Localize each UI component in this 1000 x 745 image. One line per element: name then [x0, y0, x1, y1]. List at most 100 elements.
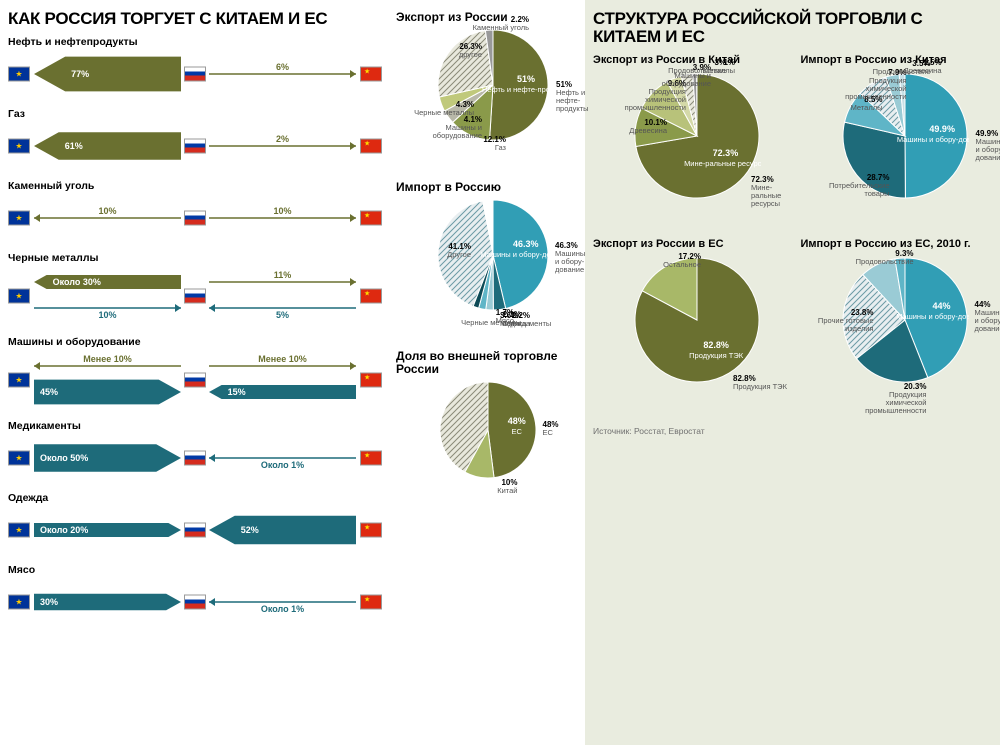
svg-text:5%: 5%	[276, 310, 289, 320]
flow-row: Одежда ★ ★ Около 20% 52%	[8, 492, 382, 554]
flow-row: Нефть и нефтепродукты ★ ★ 77% 6%	[8, 36, 382, 98]
flow-graphic: ★ ★ Менее 10% Менее 10% 45% 15%	[8, 350, 382, 410]
svg-text:Около 50%: Около 50%	[40, 453, 88, 463]
svg-text:Менее 10%: Менее 10%	[258, 354, 306, 364]
svg-text:82.8%: 82.8%	[703, 340, 729, 350]
flow-row: Каменный уголь ★ ★ 10% 10%	[8, 180, 382, 242]
right-col-right: Импорт в Россию из Китая 49.9%Машины и о…	[801, 54, 1000, 422]
svg-text:Нефть и нефте-продукты: Нефть и нефте-продукты	[482, 85, 550, 94]
svg-text:Машины и обору-дование: Машины и обору-дование	[896, 135, 968, 144]
right-col-left: Экспорт из России в Китай 72.3%Мине-раль…	[593, 54, 793, 422]
pie-slice-label: 41.1%Другое	[447, 243, 471, 259]
svg-text:2%: 2%	[276, 134, 289, 144]
left-panel: КАК РОССИЯ ТОРГУЕТ С КИТАЕМ И ЕС Нефть и…	[0, 0, 390, 745]
svg-text:Около 1%: Около 1%	[261, 604, 304, 614]
flow-label: Каменный уголь	[8, 180, 382, 192]
flow-row: Черные металлы ★ ★ Около 30% 11% 10% 5%	[8, 252, 382, 326]
pie-r3: 44%Машины и обору-дование 44%Машины и обо…	[801, 256, 1000, 414]
svg-text:Около 30%: Около 30%	[53, 277, 101, 287]
pie-slice-label: 1.7%Мясо	[496, 309, 514, 325]
flow-graphic: ★ ★ Около 20% 52%	[8, 506, 382, 554]
pie-slice-label: 17.2%Остальное	[663, 253, 701, 269]
flow-graphic: ★ ★ Около 50% Около 1%	[8, 434, 382, 482]
svg-text:44%: 44%	[932, 301, 950, 311]
flow-label: Нефть и нефтепродукты	[8, 36, 382, 48]
pie-slice-label: 12.1%Газ	[483, 136, 506, 152]
infographic-container: КАК РОССИЯ ТОРГУЕТ С КИТАЕМ И ЕС Нефть и…	[0, 0, 1000, 745]
svg-text:51%: 51%	[517, 74, 535, 84]
flow-rows: Нефть и нефтепродукты ★ ★ 77% 6% Газ ★ ★…	[8, 36, 382, 626]
svg-text:6%: 6%	[276, 62, 289, 72]
svg-text:ЕС: ЕС	[511, 428, 522, 437]
svg-text:61%: 61%	[65, 141, 83, 151]
svg-text:30%: 30%	[40, 597, 58, 607]
pie-slice-label: 44%Машины и обору-дование	[975, 301, 1000, 333]
pie-slice-label: 48%ЕС	[543, 421, 559, 437]
pie-svg: 82.8%Продукция ТЭК	[633, 256, 761, 384]
svg-text:Менее 10%: Менее 10%	[83, 354, 131, 364]
flow-graphic: ★ ★ 30% Около 1%	[8, 578, 382, 626]
flow-label: Одежда	[8, 492, 382, 504]
pie-export: 51%Нефть и нефте-продукты 51%Нефть и нефт…	[396, 28, 590, 172]
center-panel: Экспорт из России 51%Нефть и нефте-проду…	[390, 0, 585, 745]
pie-svg: 48%ЕС	[438, 380, 538, 480]
svg-text:77%: 77%	[71, 69, 89, 79]
flow-graphic: ★ ★ 61% 2%	[8, 122, 382, 170]
pie-import: 46.3%Машины и обору-дование 46.3%Машины и…	[396, 198, 590, 342]
svg-text:Машины и обору-дование: Машины и обору-дование	[480, 250, 550, 259]
right-panel: СТРУКТУРА РОССИЙСКОЙ ТОРГОВЛИ С КИТАЕМ И…	[585, 0, 1000, 745]
flow-graphic: ★ ★ Около 30% 11% 10% 5%	[8, 266, 382, 326]
flow-row: Машины и оборудование ★ ★ Менее 10% Мене…	[8, 336, 382, 410]
pie-slice-label: 82.8%Продукция ТЭК	[733, 375, 787, 391]
pie-slice-label: 9.3%Продовольствие	[856, 250, 914, 266]
flow-label: Мясо	[8, 564, 382, 576]
svg-text:45%: 45%	[40, 387, 58, 397]
pie-slice-label: 4.3%Черные металлы	[414, 101, 474, 117]
svg-text:10%: 10%	[273, 206, 291, 216]
svg-text:15%: 15%	[228, 387, 246, 397]
right-grid: Экспорт из России в Китай 72.3%Мине-раль…	[593, 54, 992, 422]
chart-title-2: Экспорт из России в ЕС	[593, 238, 793, 250]
pie-slice-label: 2.2%Каменный уголь	[473, 16, 529, 32]
flow-label: Газ	[8, 108, 382, 120]
svg-text:Продукция ТЭК: Продукция ТЭК	[689, 351, 744, 360]
pie-slice-label: 26.3%другое	[459, 43, 482, 59]
svg-text:10%: 10%	[98, 206, 116, 216]
svg-text:Мине-ральные ресурсы: Мине-ральные ресурсы	[684, 159, 761, 168]
svg-text:49.9%: 49.9%	[929, 124, 955, 134]
svg-text:Около 20%: Около 20%	[40, 525, 88, 535]
pie-slice-label: 1%Металлы	[703, 59, 735, 75]
flow-label: Черные металлы	[8, 252, 382, 264]
svg-text:52%: 52%	[241, 525, 259, 535]
flow-row: Мясо ★ ★ 30% Около 1%	[8, 564, 382, 626]
pie-slice-label: 1.5%Древесина	[904, 59, 942, 75]
flow-label: Машины и оборудование	[8, 336, 382, 348]
flow-row: Газ ★ ★ 61% 2%	[8, 108, 382, 170]
pie-slice-label: 28.7%Потребительские товары	[818, 174, 890, 198]
svg-text:72.3%: 72.3%	[713, 148, 739, 158]
share-title: Доля во внешней торговле России	[396, 350, 579, 376]
pie-slice-label: 72.3%Мине-ральные ресурсы	[751, 176, 801, 208]
pie-slice-label: 20.3%Продукция химической промышленности	[855, 383, 927, 415]
pie-slice-label: 51%Нефть и нефте-продукты	[556, 81, 590, 113]
pie-r1: 49.9%Машины и обору-дование49.9%Машины и…	[801, 72, 1000, 230]
pie-r2: 82.8%Продукция ТЭК82.8%Продукция ТЭК17.2…	[593, 256, 801, 414]
flow-row: Медикаменты ★ ★ Около 50% Около 1%	[8, 420, 382, 482]
svg-text:Около 1%: Около 1%	[261, 460, 304, 470]
pie-r0: 72.3%Мине-ральные ресурсы 72.3%Мине-ральн…	[593, 72, 801, 230]
svg-text:46.3%: 46.3%	[513, 239, 539, 249]
pie-slice-label: 10.1%Древесина	[629, 119, 667, 135]
pie-slice-label: 46.3%Машины и обору-дование	[555, 242, 590, 274]
flow-label: Медикаменты	[8, 420, 382, 432]
source-text: Источник: Росстат, Евростат	[593, 426, 992, 436]
import-title: Импорт в Россию	[396, 180, 579, 194]
right-title: СТРУКТУРА РОССИЙСКОЙ ТОРГОВЛИ С КИТАЕМ И…	[593, 10, 992, 46]
flow-graphic: ★ ★ 10% 10%	[8, 194, 382, 242]
svg-text:10%: 10%	[98, 310, 116, 320]
pie-slice-label: 4.1%Машины и оборудование	[410, 116, 482, 140]
left-title: КАК РОССИЯ ТОРГУЕТ С КИТАЕМ И ЕС	[8, 10, 382, 28]
svg-text:48%: 48%	[507, 417, 525, 427]
svg-text:Машины и обору-дование: Машины и обору-дование	[896, 312, 969, 321]
pie-slice-label: 23.8%Прочие готовые изделия	[802, 309, 874, 333]
pie-share: 48%ЕС48%ЕС10%Китай	[398, 380, 578, 510]
